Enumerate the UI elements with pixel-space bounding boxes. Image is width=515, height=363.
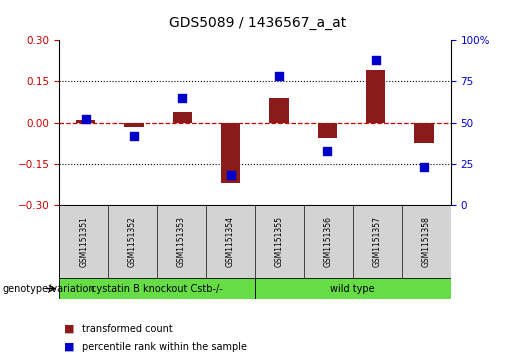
Text: GSM1151355: GSM1151355: [275, 216, 284, 267]
Text: GSM1151352: GSM1151352: [128, 216, 137, 267]
Bar: [125, 122, 144, 127]
Bar: [415, 122, 434, 143]
Bar: [157, 205, 206, 278]
Bar: [59, 205, 108, 278]
Text: GSM1151356: GSM1151356: [324, 216, 333, 267]
Point: [323, 148, 332, 154]
Point: [275, 73, 283, 79]
Bar: [318, 122, 337, 138]
Bar: [366, 70, 385, 122]
Text: GSM1151353: GSM1151353: [177, 216, 186, 267]
Text: GSM1151357: GSM1151357: [373, 216, 382, 267]
Point: [420, 164, 428, 170]
Bar: [108, 205, 157, 278]
Point: [178, 95, 186, 101]
Text: genotype/variation: genotype/variation: [3, 284, 95, 294]
Text: GSM1151358: GSM1151358: [422, 216, 431, 267]
Bar: [59, 278, 255, 299]
Text: wild type: wild type: [331, 284, 375, 294]
Bar: [304, 205, 353, 278]
Bar: [255, 205, 304, 278]
Point: [227, 172, 235, 178]
Bar: [206, 205, 255, 278]
Text: GSM1151351: GSM1151351: [79, 216, 88, 267]
Text: ■: ■: [64, 342, 75, 352]
Bar: [402, 205, 451, 278]
Text: transformed count: transformed count: [82, 323, 173, 334]
Text: cystatin B knockout Cstb-/-: cystatin B knockout Cstb-/-: [91, 284, 223, 294]
Point: [82, 116, 90, 122]
Bar: [353, 205, 402, 278]
Text: GSM1151354: GSM1151354: [226, 216, 235, 267]
Point: [130, 133, 138, 139]
Point: [372, 57, 380, 63]
Bar: [76, 120, 95, 122]
Bar: [255, 278, 451, 299]
Bar: [269, 98, 289, 122]
Text: percentile rank within the sample: percentile rank within the sample: [82, 342, 247, 352]
Bar: [173, 111, 192, 122]
Text: GDS5089 / 1436567_a_at: GDS5089 / 1436567_a_at: [169, 16, 346, 30]
Text: ■: ■: [64, 323, 75, 334]
Bar: [221, 122, 241, 183]
